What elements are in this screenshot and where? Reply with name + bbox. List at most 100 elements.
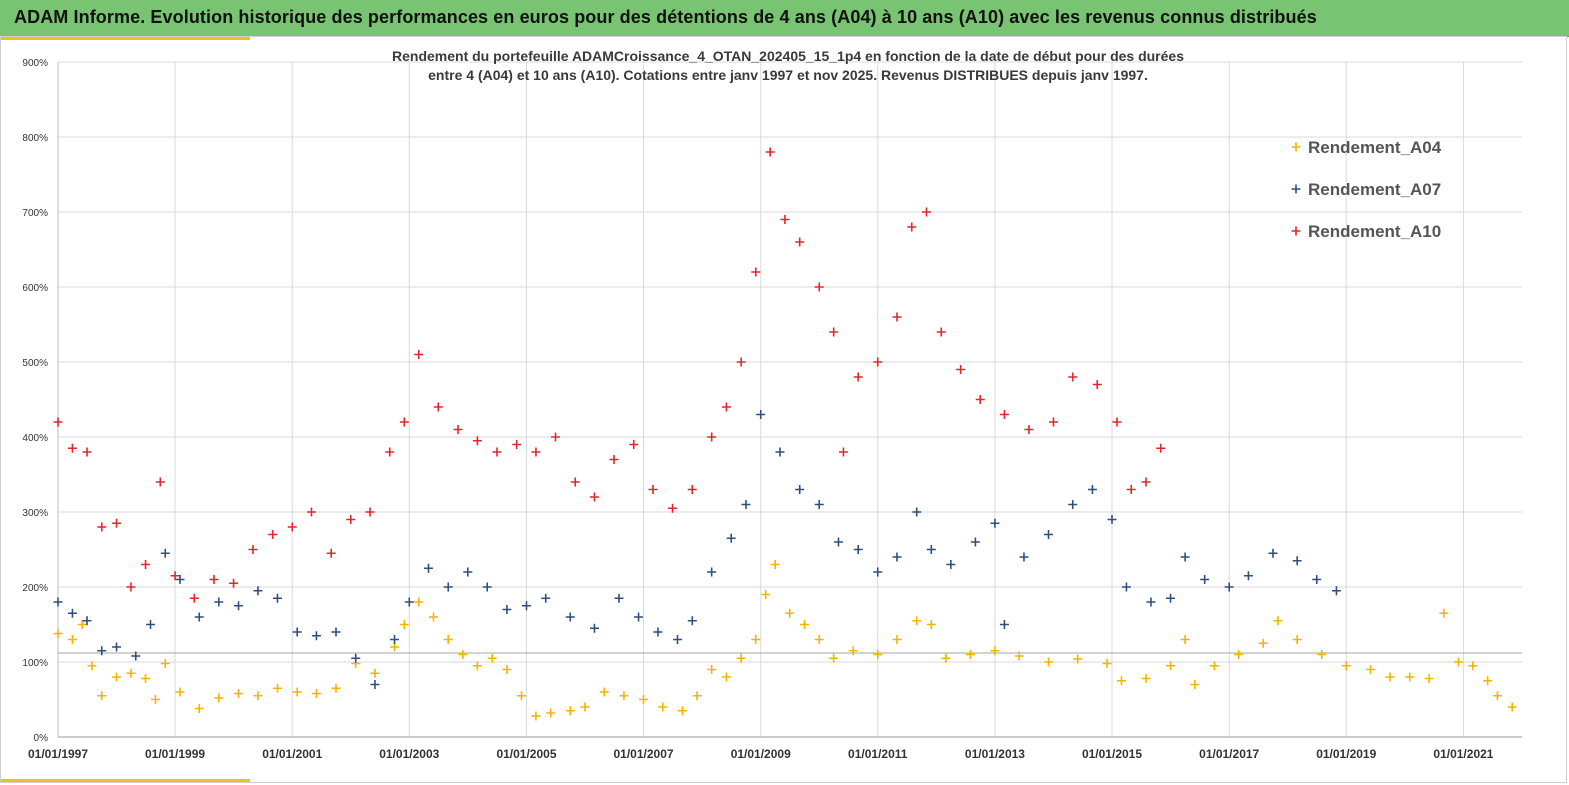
rendement-a10-point [141,560,151,569]
rendement-a04-point [1073,654,1083,664]
rendement-a04-point [892,635,902,644]
rendement-a04-point [331,683,341,693]
rendement-a04-point [1341,661,1351,671]
rendement-a07-point [67,608,77,618]
rendement-a07-point [687,616,697,626]
rendement-a04-point [1483,676,1493,686]
rendement-a10-point [609,455,619,464]
y-tick-label: 600% [22,283,48,294]
rendement-a04-point [1116,676,1126,686]
rendement-a07-point [1268,548,1278,558]
rendement-a10-point [668,503,678,513]
rendement-a07-point [565,612,575,622]
rendement-a04-point [1166,661,1176,671]
rendement-a07-point [97,646,107,656]
rendement-a10-point [892,312,902,322]
rendement-a04-point [67,635,77,644]
rendement-a04-point [751,635,761,644]
y-tick-label: 900% [22,58,48,69]
rendement-a07-point [53,597,63,607]
rendement-a04-point [721,672,731,682]
rendement-a04-point [194,704,204,713]
rendement-a04-point [1405,672,1415,682]
rendement-a04-point [53,629,63,638]
x-tick-label: 01/01/1999 [145,747,205,761]
rendement-a04-point [1317,650,1327,659]
rendement-a07-point [795,485,805,494]
x-tick-label: 01/01/2021 [1433,747,1493,761]
rendement-a10-point [268,530,278,539]
rendement-a07-point [112,642,122,652]
legend-label: Rendement_A07 [1308,180,1441,199]
rendement-a07-point [1331,586,1341,596]
rendement-a04-point [1365,665,1375,674]
x-tick-label: 01/01/2013 [965,747,1025,761]
rendement-a04-point [370,668,380,678]
rendement-a10-point [570,477,580,487]
x-tick-label: 01/01/2007 [613,747,673,761]
rendement-a07-point [443,582,453,592]
rendement-a04-point [112,672,122,682]
rendement-a04-point [234,689,244,698]
rendement-a04-point [1273,616,1283,626]
rendement-a04-point [990,646,1000,656]
rendement-a10-point [385,447,395,457]
rendement-a10-point [209,575,219,584]
rendement-a04-point [707,665,717,674]
rendement-a07-point [1180,552,1190,562]
rendement-a07-point [390,635,400,644]
rendement-a07-point [653,627,663,637]
y-tick-label: 500% [22,358,48,369]
rendement-a04-point [599,687,609,697]
rendement-a10-point [707,432,717,442]
rendement-a07-point [926,545,936,554]
rendement-a10-point [975,395,985,404]
page-title: ADAM Informe. Evolution historique des p… [14,7,1317,27]
rendement-a10-point [956,365,966,374]
rendement-a07-point [253,586,263,596]
rendement-a10-point [155,477,165,487]
rendement-a10-point [751,267,761,277]
rendement-a07-point [272,593,282,603]
rendement-a04-point [97,691,107,701]
rendement-a07-point [146,620,156,629]
rendement-a10-point [1048,417,1058,427]
rendement-a04-point [272,683,282,693]
chart-title-line: Rendement du portefeuille ADAMCroissance… [392,48,1184,64]
legend-marker [1291,142,1301,152]
rendement-a04-point [150,695,160,704]
rendement-a10-point [53,417,63,427]
rendement-a04-point [126,668,136,678]
rendement-a10-point [907,222,917,232]
rendement-a07-point [82,616,92,626]
rendement-a07-point [482,582,492,592]
rendement-a10-point [1156,443,1166,453]
rendement-a07-point [673,635,683,644]
rendement-a10-point [765,147,775,157]
rendement-a10-point [1112,417,1122,427]
rendement-a10-point [229,578,239,588]
rendement-a10-point [433,402,443,412]
x-tick-label: 01/01/2001 [262,747,322,761]
rendement-a04-point [736,653,746,663]
rendement-a07-point [1166,593,1176,603]
rendement-a04-point [1014,651,1024,661]
rendement-a10-point [1126,485,1136,494]
rendement-a10-point [414,350,424,359]
rendement-a04-point [770,560,780,569]
rendement-a10-point [1024,425,1034,434]
rendement-a07-point [853,545,863,554]
rendement-a04-point [580,702,590,712]
rendement-a07-point [424,563,434,573]
rendement-a07-point [1044,530,1054,539]
x-tick-label: 01/01/2017 [1199,747,1259,761]
rendement-a04-point [175,687,185,697]
rendement-a07-point [1200,575,1210,584]
rendement-a04-point [458,650,468,659]
rendement-a10-point [453,425,463,434]
rendement-a10-point [1092,380,1102,389]
rendement-a10-point [112,518,122,528]
rendement-a04-point [77,620,87,629]
rendement-a04-point [785,608,795,618]
rendement-a10-point [780,215,790,224]
